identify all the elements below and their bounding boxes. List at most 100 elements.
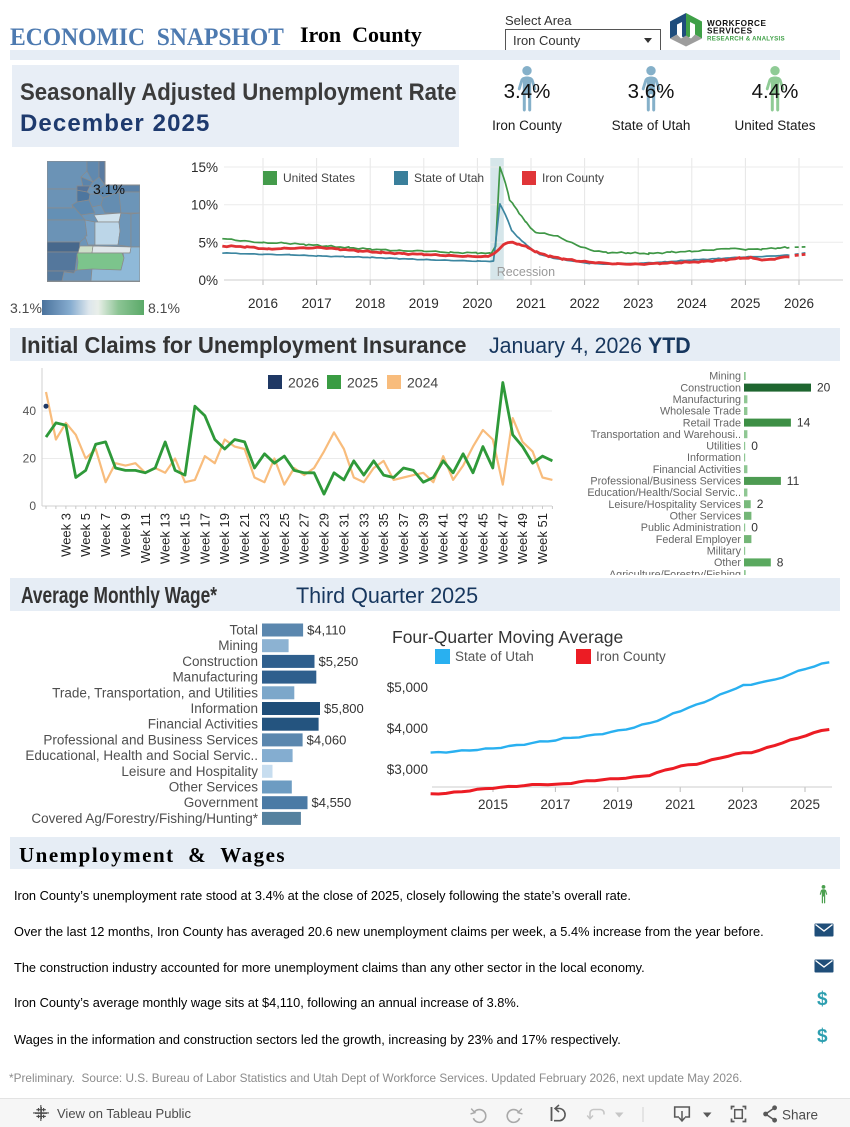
svg-text:Week 11: Week 11 xyxy=(138,513,153,563)
svg-text:0%: 0% xyxy=(198,273,218,288)
svg-text:Week 31: Week 31 xyxy=(336,513,351,564)
svg-text:2026: 2026 xyxy=(784,296,814,311)
svg-text:Government: Government xyxy=(184,795,259,810)
svg-text:Other Services: Other Services xyxy=(670,511,742,523)
svg-text:Educational, Health and Social: Educational, Health and Social Servic.. xyxy=(25,748,258,763)
svg-text:Week 15: Week 15 xyxy=(178,513,193,564)
svg-text:Transportation and Warehousi..: Transportation and Warehousi.. xyxy=(591,429,741,441)
svg-text:0: 0 xyxy=(751,439,758,453)
svg-text:$4,110: $4,110 xyxy=(307,623,346,638)
svg-text:0: 0 xyxy=(751,521,758,535)
svg-text:Week 3: Week 3 xyxy=(58,513,73,557)
svg-text:$5,000: $5,000 xyxy=(387,680,428,695)
svg-text:Agriculture/Forestry/Fishing: Agriculture/Forestry/Fishing xyxy=(609,569,741,575)
svg-text:WORKFORCE: WORKFORCE xyxy=(707,19,767,28)
svg-text:0: 0 xyxy=(29,499,36,513)
svg-text:Week 43: Week 43 xyxy=(456,513,471,564)
svg-text:Mining: Mining xyxy=(218,638,258,653)
svg-text:Week 13: Week 13 xyxy=(158,513,173,564)
svg-text:Week 41: Week 41 xyxy=(436,513,451,564)
svg-text:2016: 2016 xyxy=(248,296,278,311)
svg-text:Mining: Mining xyxy=(709,371,741,383)
svg-text:Professional and Business Serv: Professional and Business Services xyxy=(43,732,258,747)
svg-text:2024: 2024 xyxy=(407,375,438,391)
svg-text:15%: 15% xyxy=(191,160,218,175)
svg-text:Total: Total xyxy=(229,623,258,638)
svg-text:11: 11 xyxy=(787,474,800,488)
svg-text:2023: 2023 xyxy=(623,296,653,311)
svg-text:Other Services: Other Services xyxy=(169,780,259,795)
svg-text:Information: Information xyxy=(190,701,258,716)
svg-text:Trade, Transportation, and Uti: Trade, Transportation, and Utilities xyxy=(52,685,258,700)
svg-text:10%: 10% xyxy=(191,198,218,213)
svg-text:Week 25: Week 25 xyxy=(277,513,292,564)
svg-text:SERVICES: SERVICES xyxy=(707,27,753,36)
svg-text:2025: 2025 xyxy=(730,296,760,311)
svg-text:$5,250: $5,250 xyxy=(319,654,359,669)
svg-text:State of Utah: State of Utah xyxy=(414,171,484,185)
svg-text:Week 27: Week 27 xyxy=(297,513,312,564)
svg-text:5%: 5% xyxy=(198,235,218,250)
svg-text:2019: 2019 xyxy=(409,296,439,311)
svg-text:Financial Activities: Financial Activities xyxy=(148,717,259,732)
svg-text:2025: 2025 xyxy=(790,797,820,812)
svg-text:2017: 2017 xyxy=(302,296,332,311)
svg-text:2019: 2019 xyxy=(603,797,633,812)
svg-text:Share: Share xyxy=(782,1108,818,1123)
svg-text:Week 39: Week 39 xyxy=(416,513,431,564)
svg-text:$5,800: $5,800 xyxy=(324,701,364,716)
svg-text:Leisure and Hospitality: Leisure and Hospitality xyxy=(121,764,258,779)
svg-text:State of Utah: State of Utah xyxy=(455,649,534,664)
svg-text:2022: 2022 xyxy=(570,296,600,311)
svg-text:Week 33: Week 33 xyxy=(356,513,371,564)
svg-text:Wholesale Trade: Wholesale Trade xyxy=(660,406,741,418)
svg-text:Week 29: Week 29 xyxy=(317,513,332,564)
svg-text:Week 7: Week 7 xyxy=(98,513,113,557)
svg-text:Professional/Business Services: Professional/Business Services xyxy=(590,476,741,488)
svg-text:United States: United States xyxy=(283,171,355,185)
svg-text:$4,550: $4,550 xyxy=(312,795,352,810)
svg-text:40: 40 xyxy=(23,404,37,418)
svg-text:$3,000: $3,000 xyxy=(387,762,428,777)
svg-text:20: 20 xyxy=(817,381,831,395)
svg-text:Manufacturing: Manufacturing xyxy=(172,670,258,685)
svg-text:Week 5: Week 5 xyxy=(78,513,93,557)
svg-text:Week 37: Week 37 xyxy=(396,513,411,564)
svg-text:Week 47: Week 47 xyxy=(495,513,510,564)
svg-text:Week 51: Week 51 xyxy=(535,513,550,564)
svg-text:2015: 2015 xyxy=(478,797,508,812)
svg-text:2017: 2017 xyxy=(540,797,570,812)
svg-text:2: 2 xyxy=(757,497,764,511)
svg-text:Other: Other xyxy=(714,557,741,569)
svg-text:RESEARCH & ANALYSIS: RESEARCH & ANALYSIS xyxy=(707,36,785,43)
svg-text:Retail Trade: Retail Trade xyxy=(683,417,741,429)
svg-text:Week 9: Week 9 xyxy=(118,513,133,557)
svg-text:Week 17: Week 17 xyxy=(197,513,212,564)
svg-text:2024: 2024 xyxy=(677,296,708,311)
svg-text:Construction: Construction xyxy=(680,382,741,394)
svg-text:Week 45: Week 45 xyxy=(475,513,490,564)
svg-text:2026: 2026 xyxy=(288,375,319,391)
svg-text:Recession: Recession xyxy=(497,265,555,279)
svg-text:Week 21: Week 21 xyxy=(237,513,252,564)
svg-text:Week 35: Week 35 xyxy=(376,513,391,564)
svg-text:Manufacturing: Manufacturing xyxy=(673,394,741,406)
svg-text:$4,000: $4,000 xyxy=(387,721,428,736)
svg-text:Education/Health/Social Servic: Education/Health/Social Servic.. xyxy=(587,487,741,499)
svg-text:Public Administration: Public Administration xyxy=(641,522,741,534)
svg-text:14: 14 xyxy=(797,416,811,430)
svg-text:Week 49: Week 49 xyxy=(515,513,530,564)
svg-text:Iron County: Iron County xyxy=(542,171,604,185)
svg-text:Leisure/Hospitality Services: Leisure/Hospitality Services xyxy=(608,499,741,511)
svg-text:Iron County: Iron County xyxy=(596,649,666,664)
svg-text:Utilities: Utilities xyxy=(706,441,741,453)
svg-text:2021: 2021 xyxy=(665,797,695,812)
svg-text:Covered Ag/Forestry/Fishing/Hu: Covered Ag/Forestry/Fishing/Hunting* xyxy=(31,811,258,826)
svg-text:Federal Employer: Federal Employer xyxy=(656,534,742,546)
svg-text:Financial Activities: Financial Activities xyxy=(653,464,742,476)
svg-text:Four-Quarter Moving Average: Four-Quarter Moving Average xyxy=(392,627,623,647)
svg-text:Information: Information xyxy=(687,452,741,464)
svg-text:Military: Military xyxy=(707,545,742,557)
svg-text:20: 20 xyxy=(23,452,37,466)
svg-text:2021: 2021 xyxy=(516,296,546,311)
